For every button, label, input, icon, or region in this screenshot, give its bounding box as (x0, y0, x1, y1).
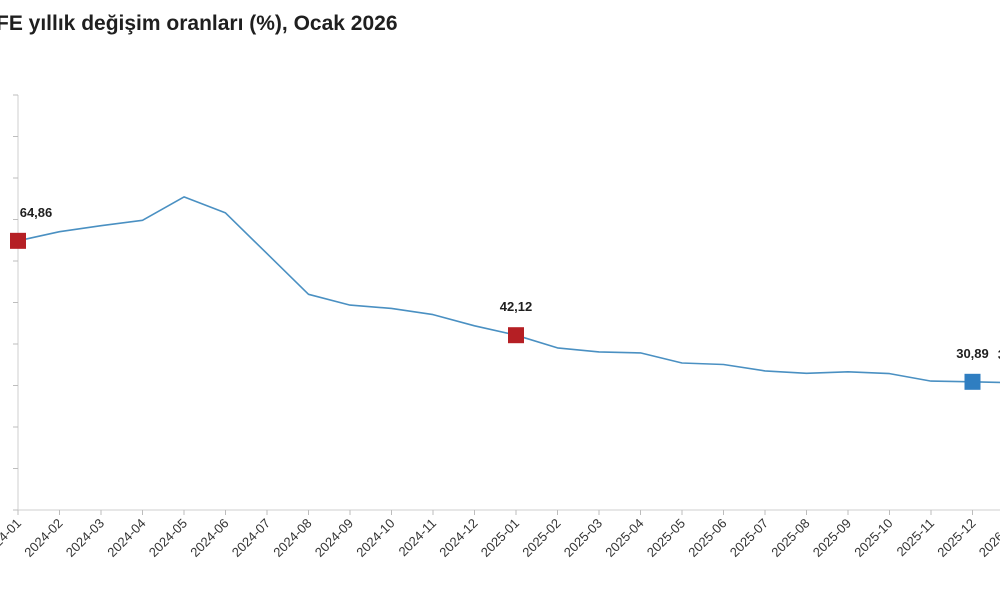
x-tick-label: 2024-10 (353, 516, 397, 560)
x-tick-label: 2024-11 (395, 516, 439, 560)
x-tick-label: 2024-06 (187, 516, 231, 560)
x-tick-label: 2025-06 (685, 516, 729, 560)
x-tick-labels: 2024-012024-022024-032024-042024-052024-… (0, 516, 1000, 560)
x-tick-label: 2025-05 (644, 516, 688, 560)
data-label: 30,89 (956, 346, 989, 361)
x-tick-label: 2024-04 (104, 516, 148, 560)
x-tick-label: 2024-01 (0, 516, 24, 560)
data-label: 42,12 (500, 299, 533, 314)
series-line (17, 196, 1000, 384)
x-tick-label: 2025-04 (602, 516, 646, 560)
x-tick-label: 2025-07 (727, 516, 771, 560)
x-tick-label: 2024-09 (312, 516, 356, 560)
x-tick-label: 2024-12 (436, 516, 480, 560)
chart-title: FE yıllık değişim oranları (%), Ocak 202… (0, 12, 398, 35)
axes (13, 94, 1000, 515)
x-tick-label: 2025-03 (561, 516, 605, 560)
x-tick-label: 2024-07 (229, 516, 273, 560)
data-label: 30,65 (998, 347, 1000, 362)
data-marker (508, 327, 524, 344)
series-line-group (17, 196, 1000, 384)
x-tick-label: 2025-01 (478, 516, 522, 560)
data-marker (964, 373, 981, 390)
data-marker (10, 232, 26, 249)
x-tick-label: 2026-01 (976, 516, 1000, 560)
data-label: 64,86 (20, 205, 53, 220)
x-tick-label: 2024-05 (146, 516, 190, 560)
markers-group (10, 232, 981, 390)
x-tick-label: 2024-02 (21, 516, 65, 560)
x-tick-label: 2024-03 (63, 516, 107, 560)
x-tick-label: 2025-09 (810, 516, 854, 560)
x-tick-label: 2025-02 (519, 516, 563, 560)
x-tick-label: 2024-08 (270, 516, 314, 560)
x-tick-label: 2025-10 (851, 516, 895, 560)
x-tick-label: 2025-11 (893, 516, 937, 560)
x-tick-label: 2025-12 (934, 516, 978, 560)
data-labels-group: 64,86 42,12 30,89 30,65 (20, 205, 1000, 362)
x-tick-label: 2025-08 (768, 516, 812, 560)
